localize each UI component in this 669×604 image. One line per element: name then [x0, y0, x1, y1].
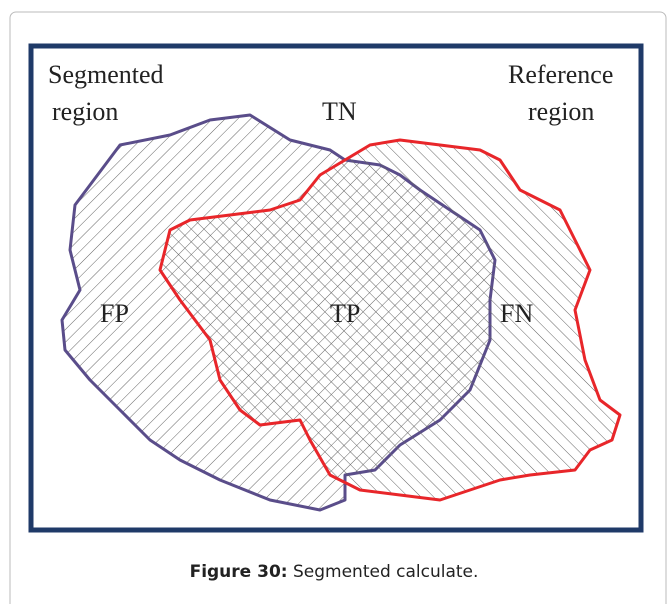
- caption: Figure 30: Segmented calculate.: [190, 562, 479, 582]
- segmented-label: region: [52, 97, 118, 126]
- reference-label: region: [528, 97, 594, 126]
- tn-label: TN: [322, 97, 357, 126]
- segmented-label: Segmented: [48, 60, 164, 89]
- fp-label: FP: [100, 299, 129, 328]
- reference-label: Reference: [508, 60, 613, 89]
- caption-text: Segmented calculate.: [293, 562, 478, 582]
- fn-label: FN: [500, 299, 533, 328]
- reference-region: [158, 138, 622, 502]
- tp-label: TP: [330, 299, 360, 328]
- caption-label: Figure 30:: [190, 562, 288, 582]
- card-border: [9, 11, 667, 604]
